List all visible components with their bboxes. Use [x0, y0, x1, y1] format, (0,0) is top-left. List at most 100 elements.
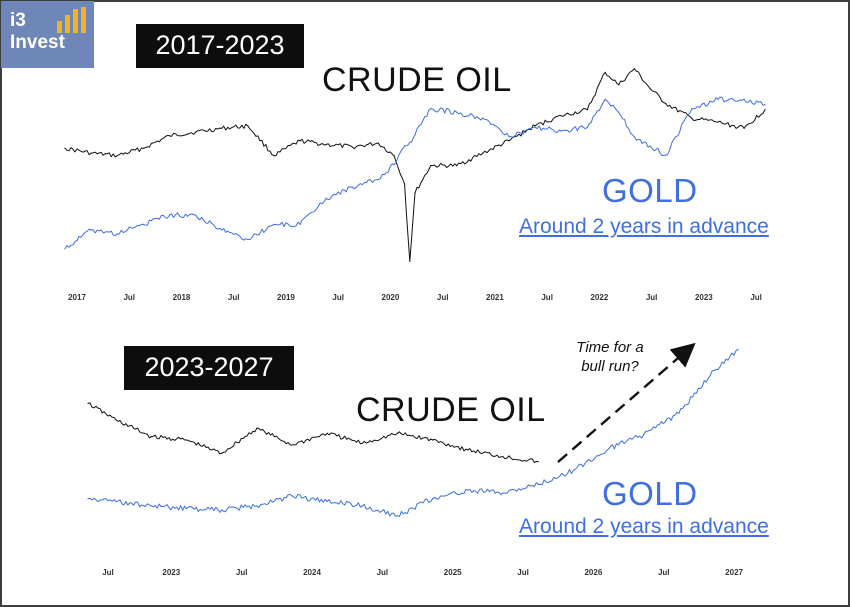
crude-oil-point [534, 125, 536, 127]
crude-oil-point [256, 427, 258, 429]
gold-point [299, 223, 301, 225]
crude-oil-point [432, 439, 434, 441]
gold-point [325, 197, 327, 199]
crude-oil-point [691, 117, 693, 119]
x-tick-label: 2024 [303, 568, 321, 577]
gold-point [142, 223, 144, 225]
gold-point [456, 111, 458, 113]
crude-oil-point [665, 102, 667, 105]
gold-point [713, 370, 715, 372]
crude-oil-point [150, 436, 152, 438]
gold-point [691, 108, 693, 110]
gold-point [351, 186, 353, 188]
x-tick-label: 2018 [173, 293, 191, 302]
gold-point [743, 98, 745, 100]
x-tick-label: Jul [228, 293, 240, 302]
x-tick-label: Jul [658, 568, 670, 577]
advance-label-bottom: Around 2 years in advance [519, 515, 769, 538]
gold-point [150, 505, 152, 507]
gold-point [608, 448, 610, 450]
logo-text: i3 Invest [10, 10, 65, 53]
x-tick-label: Jul [377, 568, 389, 577]
bull-run-annotation: Time for a bull run? [576, 339, 644, 375]
gold-point [502, 492, 504, 494]
x-tick-label: Jul [517, 568, 529, 577]
gold-point [64, 248, 66, 250]
gold-point [717, 98, 719, 100]
x-tick-label: 2017 [68, 293, 86, 302]
gold-point [409, 141, 411, 143]
crude-oil-point [537, 461, 539, 463]
gold-point [221, 509, 223, 511]
crude-oil-label-bottom: CRUDE OIL [356, 391, 546, 429]
gold-point [618, 111, 620, 113]
gold-point [87, 498, 89, 500]
gold-point [221, 229, 223, 231]
crude-oil-point [185, 439, 188, 441]
crude-oil-point [195, 131, 197, 133]
x-tick-label: 2023 [695, 293, 713, 302]
gold-point [247, 238, 249, 240]
crude-oil-point [456, 165, 458, 167]
x-tick-label: 2020 [382, 293, 400, 302]
x-tick-label: Jul [332, 293, 344, 302]
crude-oil-point [409, 260, 411, 262]
crude-oil-point [633, 68, 636, 70]
crude-oil-point [649, 88, 651, 90]
gold-point [116, 233, 118, 235]
gold-point [115, 500, 117, 503]
crude-oil-point [717, 121, 719, 123]
crude-oil-point [502, 456, 504, 458]
gold-point [737, 348, 739, 350]
gold-point [643, 434, 645, 436]
x-tick-label: Jul [541, 293, 553, 302]
gold-point [482, 117, 484, 119]
gold-point [537, 483, 539, 485]
gold-point [377, 179, 379, 181]
gold-point [168, 214, 171, 216]
crude-oil-point [430, 165, 432, 167]
bar-chart-icon [57, 7, 87, 33]
crude-oil-point [221, 127, 223, 129]
advance-label-top: Around 2 years in advance [519, 215, 769, 238]
crude-oil-series-line [64, 68, 766, 262]
gold-point [764, 104, 766, 106]
crude-oil-point [393, 155, 395, 157]
x-tick-label: Jul [102, 568, 114, 577]
gold-point [678, 412, 680, 414]
crude-oil-point [414, 192, 416, 194]
x-tick-label: Jul [646, 293, 658, 302]
crude-oil-point [743, 127, 745, 129]
crude-oil-point [764, 109, 766, 111]
gold-point [649, 145, 651, 147]
crude-oil-point [604, 71, 606, 73]
chart-2023-2027: Jul 2023 Jul 2024 Jul 2025 Jul 2026 Jul 2027 [87, 348, 744, 577]
crude-oil-point [361, 442, 363, 444]
gold-point [185, 508, 188, 510]
gold-point [396, 515, 399, 517]
x-tick-label: 2023 [162, 568, 180, 577]
gold-point [633, 136, 636, 138]
crude-oil-point [90, 152, 92, 154]
gold-point [195, 214, 197, 216]
crude-oil-point [326, 432, 328, 434]
gold-series-line [87, 348, 739, 517]
gold-point [665, 154, 667, 156]
crude-oil-point [618, 84, 620, 86]
crude-oil-point [325, 143, 327, 146]
x-tick-label: 2022 [590, 293, 608, 302]
crude-oil-point [247, 125, 249, 127]
period-label-bottom: 2023-2027 [124, 346, 294, 390]
chart-2017-2023: 2017 Jul 2018 Jul 2019 Jul 2020 Jul 2021 Jul 2022 J… [64, 68, 766, 302]
gold-point [404, 145, 406, 147]
x-tick-label: Jul [236, 568, 248, 577]
crude-oil-point [482, 152, 484, 154]
crude-oil-point [142, 147, 144, 149]
crude-oil-point [299, 140, 301, 142]
gold-point [361, 505, 363, 507]
crude-oil-point [467, 449, 469, 451]
gold-point [414, 134, 416, 136]
crude-oil-point [404, 183, 406, 185]
x-tick-label: Jul [437, 293, 449, 302]
